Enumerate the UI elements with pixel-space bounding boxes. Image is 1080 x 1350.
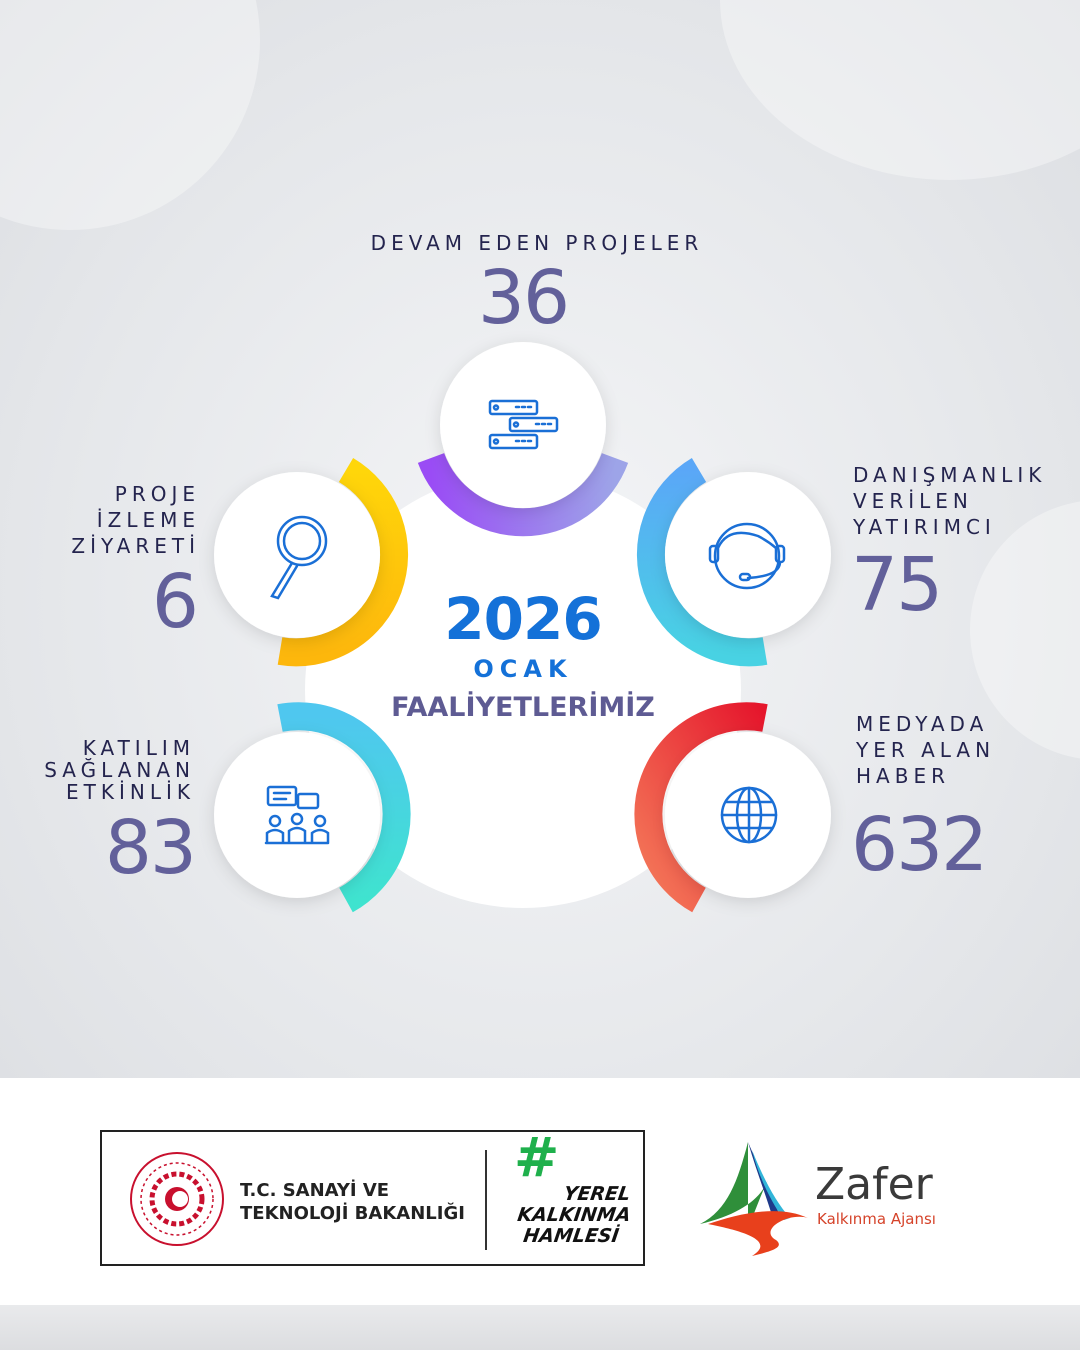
value-projects: 36	[477, 255, 570, 341]
ministry-name-line1: T.C. SANAYİ VE	[240, 1180, 390, 1201]
ministry-name-line2: TEKNOLOJİ BAKANLIĞI	[240, 1203, 465, 1224]
year: 2026	[444, 585, 602, 653]
value-monitoring: 6	[151, 559, 199, 645]
label-monitoring: PROJE İZLEME ZİYARETİ	[71, 482, 200, 558]
value-consulting: 75	[851, 542, 943, 628]
icon-circle-monitoring	[214, 472, 380, 638]
campaign-hash-logo: #	[514, 1126, 560, 1189]
ministry-logo-box: T.C. SANAYİ VE TEKNOLOJİ BAKANLIĞI # YER…	[100, 1130, 645, 1266]
value-events: 83	[104, 805, 197, 891]
arc-events	[277, 702, 411, 913]
label-projects: DEVAM EDEN PROJELER	[370, 231, 704, 255]
gear-background	[305, 472, 741, 908]
icon-circle-projects	[440, 342, 606, 508]
label-consulting: DANIŞMANLIK VERİLEN YATIRIMCI	[853, 463, 1047, 539]
magnifier-icon	[270, 515, 328, 600]
arc-monitoring	[277, 457, 409, 667]
label-media: MEDYADA YER ALAN HABER	[856, 712, 996, 788]
agency-subtitle: Kalkınma Ajansı	[817, 1210, 936, 1228]
ministry-emblem-logo	[130, 1152, 224, 1246]
value-media: 632	[851, 802, 988, 888]
arc-media	[634, 702, 768, 913]
meeting-icon	[264, 785, 330, 845]
bottom-strip	[0, 1305, 1080, 1350]
campaign-logo-text: YEREL KALKINMA HAMLESİ	[516, 1183, 633, 1247]
zafer-agency-logo	[700, 1142, 808, 1256]
month: OCAK	[473, 655, 573, 683]
arc-consulting	[636, 457, 768, 667]
globe-icon	[720, 786, 778, 844]
icon-circle-consulting	[665, 472, 831, 638]
activity-diagram	[214, 342, 831, 913]
divider	[485, 1150, 487, 1250]
agency-name: Zafer	[815, 1159, 933, 1210]
headset-agent-icon	[708, 522, 786, 590]
page-title: FAALİYETLERİMİZ	[391, 692, 655, 723]
label-events: KATILIM SAĞLANAN ETKİNLİK	[44, 736, 195, 804]
arc-projects	[417, 452, 629, 537]
server-icon	[488, 399, 559, 450]
